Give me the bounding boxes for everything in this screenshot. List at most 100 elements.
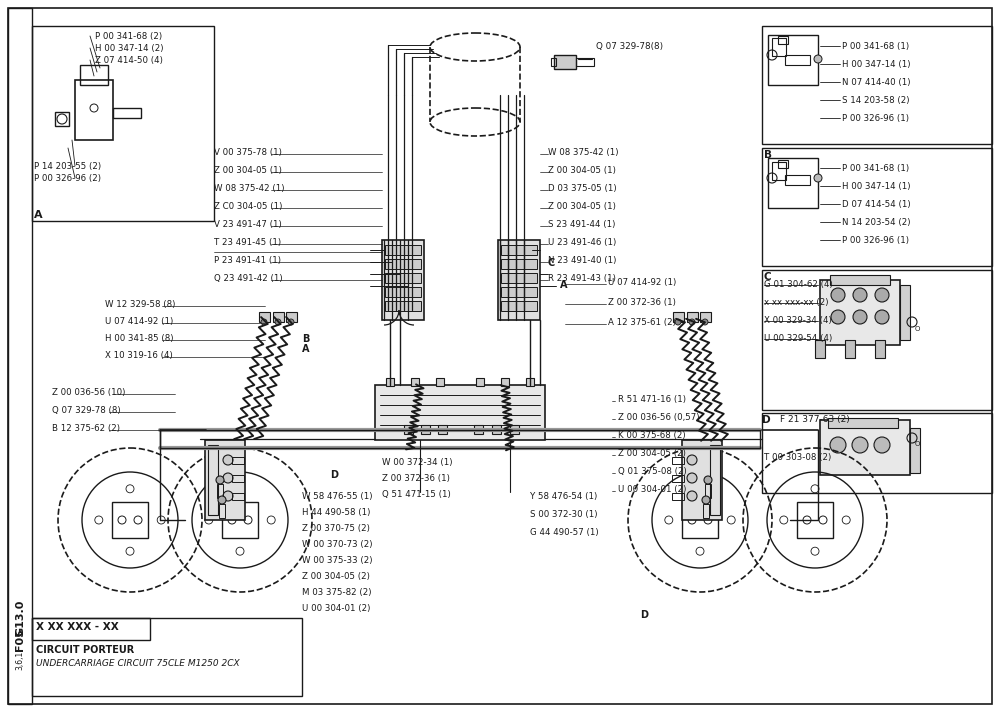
- Text: 3,6,1: 3,6,1: [16, 650, 24, 669]
- Bar: [778, 36, 788, 44]
- Text: Z 00 304-05 (1): Z 00 304-05 (1): [214, 166, 282, 175]
- Bar: [474, 425, 483, 434]
- Text: CIRCUIT PORTEUR: CIRCUIT PORTEUR: [36, 645, 134, 655]
- Text: D: D: [330, 470, 338, 480]
- Text: P 14 203-55 (2): P 14 203-55 (2): [34, 162, 101, 171]
- Bar: [672, 493, 684, 500]
- Text: x xx xxx-xx (2): x xx xxx-xx (2): [764, 298, 828, 307]
- Bar: [8, 8, 32, 704]
- Bar: [762, 413, 992, 493]
- Text: R 23 491-43 (1): R 23 491-43 (1): [548, 274, 616, 283]
- Bar: [259, 312, 270, 322]
- Bar: [778, 160, 788, 168]
- Circle shape: [689, 319, 695, 325]
- Circle shape: [687, 473, 697, 483]
- Circle shape: [875, 310, 889, 324]
- Bar: [576, 58, 594, 66]
- Text: Y 58 476-54 (1): Y 58 476-54 (1): [530, 492, 597, 501]
- Text: D 07 414-54 (1): D 07 414-54 (1): [842, 200, 911, 209]
- Bar: [554, 55, 576, 69]
- Text: H 00 341-85 (8): H 00 341-85 (8): [105, 334, 174, 343]
- Text: H 00 347-14 (1): H 00 347-14 (1): [842, 60, 910, 69]
- Text: Z 00 036-56 (0,57): Z 00 036-56 (0,57): [618, 413, 700, 422]
- Bar: [910, 428, 920, 473]
- Bar: [385, 259, 421, 269]
- Bar: [815, 340, 825, 358]
- Bar: [436, 378, 444, 386]
- Bar: [551, 58, 556, 66]
- Text: U 00 304-01 (2): U 00 304-01 (2): [302, 604, 370, 613]
- Text: V 00 375-78 (1): V 00 375-78 (1): [214, 148, 282, 157]
- Text: H 00 347-14 (2): H 00 347-14 (2): [95, 44, 164, 53]
- Circle shape: [704, 476, 712, 484]
- Text: P 00 341-68 (2): P 00 341-68 (2): [95, 32, 162, 41]
- Text: D: D: [640, 610, 648, 620]
- Text: S 00 372-30 (1): S 00 372-30 (1): [530, 510, 598, 519]
- Circle shape: [831, 288, 845, 302]
- Text: C: C: [548, 258, 555, 268]
- Bar: [820, 420, 910, 475]
- Bar: [510, 425, 519, 434]
- Text: Q 23 491-42 (1): Q 23 491-42 (1): [214, 274, 283, 283]
- Bar: [762, 270, 992, 410]
- Bar: [785, 55, 810, 65]
- Bar: [762, 148, 992, 266]
- Text: H 44 490-58 (1): H 44 490-58 (1): [302, 508, 370, 517]
- Text: Z 07 414-50 (4): Z 07 414-50 (4): [95, 56, 163, 65]
- Bar: [501, 378, 509, 386]
- Text: Z 00 036-56 (10): Z 00 036-56 (10): [52, 388, 125, 397]
- Bar: [710, 445, 720, 515]
- Bar: [772, 162, 786, 180]
- Text: P 00 326-96 (2): P 00 326-96 (2): [34, 174, 101, 183]
- Text: B 12 375-62 (2): B 12 375-62 (2): [52, 424, 120, 433]
- Bar: [32, 26, 214, 221]
- Text: X XX XXX - XX: X XX XXX - XX: [36, 622, 119, 632]
- Circle shape: [852, 437, 868, 453]
- Bar: [501, 245, 537, 255]
- Text: U 00 304-01 (2): U 00 304-01 (2): [618, 485, 686, 494]
- Bar: [501, 273, 537, 283]
- Bar: [32, 618, 302, 696]
- Text: N 07 414-40 (1): N 07 414-40 (1): [842, 78, 910, 87]
- Text: P 00 326-96 (1): P 00 326-96 (1): [842, 236, 909, 245]
- Text: Z 00 304-05 (2): Z 00 304-05 (2): [618, 449, 686, 458]
- Text: Q 01 375-08 (2): Q 01 375-08 (2): [618, 467, 687, 476]
- Bar: [785, 175, 810, 185]
- Bar: [772, 38, 786, 56]
- Bar: [673, 312, 684, 322]
- Text: A: A: [560, 280, 568, 290]
- Circle shape: [223, 491, 233, 501]
- Bar: [797, 502, 833, 538]
- Text: W 00 375-33 (2): W 00 375-33 (2): [302, 556, 372, 565]
- Bar: [232, 475, 244, 482]
- Text: B: B: [764, 150, 772, 160]
- Bar: [205, 440, 245, 520]
- Text: W 08 375-42 (1): W 08 375-42 (1): [548, 148, 618, 157]
- Text: P 00 326-96 (1): P 00 326-96 (1): [842, 114, 909, 123]
- Bar: [80, 65, 108, 85]
- Bar: [385, 273, 421, 283]
- Circle shape: [831, 310, 845, 324]
- Circle shape: [814, 55, 822, 63]
- Bar: [217, 484, 223, 498]
- Text: W 12 329-58 (8): W 12 329-58 (8): [105, 300, 175, 309]
- Text: Q 07 329-78 (8): Q 07 329-78 (8): [52, 406, 121, 415]
- Text: A: A: [34, 210, 43, 220]
- Bar: [273, 312, 284, 322]
- Bar: [768, 158, 818, 208]
- Bar: [219, 504, 225, 518]
- Bar: [113, 108, 141, 118]
- Bar: [682, 502, 718, 538]
- Bar: [526, 378, 534, 386]
- Bar: [501, 259, 537, 269]
- Bar: [687, 312, 698, 322]
- Circle shape: [830, 437, 846, 453]
- Text: Q 07 329-78(8): Q 07 329-78(8): [596, 42, 663, 51]
- Text: Z 00 372-36 (1): Z 00 372-36 (1): [382, 474, 450, 483]
- Text: V 23 491-47 (1): V 23 491-47 (1): [214, 220, 282, 229]
- Text: M 03 375-82 (2): M 03 375-82 (2): [302, 588, 372, 597]
- Bar: [830, 275, 890, 285]
- Text: Z C0 304-05 (1): Z C0 304-05 (1): [214, 202, 282, 211]
- Text: S 14 203-58 (2): S 14 203-58 (2): [842, 96, 910, 105]
- Text: W 08 375-42 (1): W 08 375-42 (1): [214, 184, 285, 193]
